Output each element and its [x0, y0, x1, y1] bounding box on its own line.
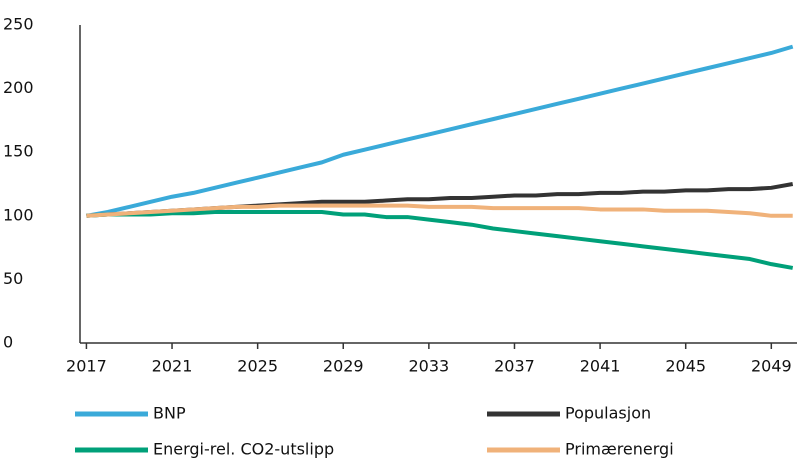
legend-label: Primærenergi [565, 440, 674, 459]
x-tick-label: 2041 [580, 357, 621, 376]
legend-label: BNP [153, 404, 186, 423]
series-line [86, 209, 794, 270]
x-tick-label: 2025 [237, 357, 278, 376]
legend-label: Energi-rel. CO2-utslipp [153, 440, 334, 459]
x-tick-label: 2021 [152, 357, 193, 376]
y-tick-label: 150 [3, 142, 34, 161]
x-tick-label: 2049 [751, 357, 792, 376]
series-line [86, 44, 794, 218]
x-tick-label: 2037 [494, 357, 535, 376]
y-tick-label: 50 [3, 269, 23, 288]
x-tick-label: 2017 [66, 357, 107, 376]
series-line [86, 203, 793, 218]
y-tick-label: 250 [3, 15, 34, 34]
x-tick-label: 2045 [665, 357, 706, 376]
legend-label: Populasjon [565, 404, 651, 423]
y-tick-label: 0 [3, 333, 13, 352]
x-tick-label: 2029 [323, 357, 364, 376]
y-tick-label: 100 [3, 205, 34, 224]
x-tick-label: 2033 [409, 357, 450, 376]
y-tick-label: 200 [3, 78, 34, 97]
